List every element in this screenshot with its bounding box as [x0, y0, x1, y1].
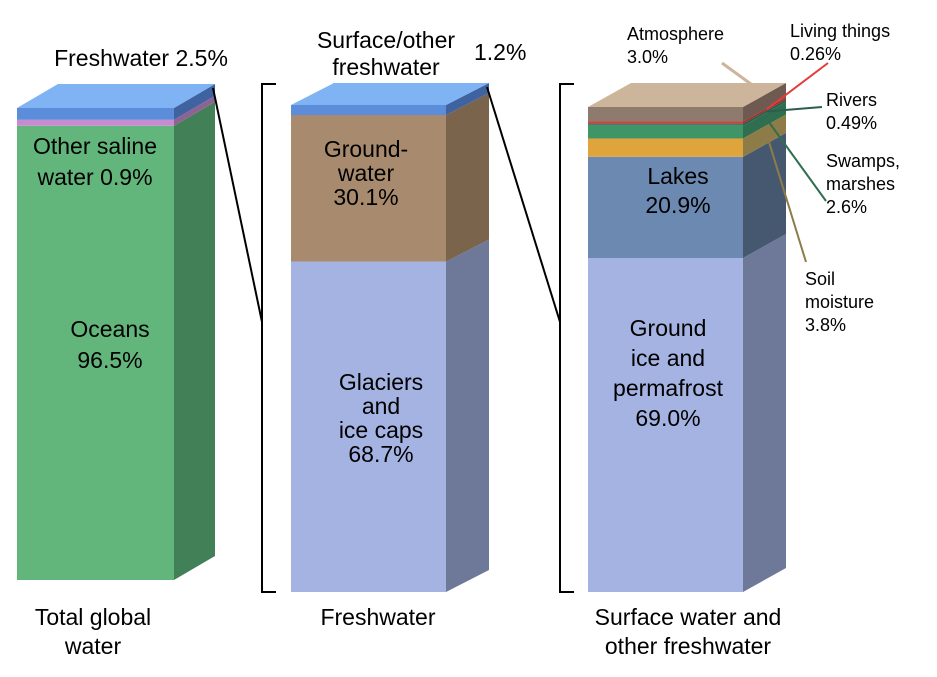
label-freshwater-groundwater: Ground-water 30.1% — [324, 136, 408, 210]
label-total-other-saline-water: Other saline water 0.9% — [33, 133, 157, 190]
label-surface-swamps-marshes: Swamps, marshes 2.6% — [826, 151, 900, 217]
column-total — [17, 84, 215, 580]
label-total-oceans: Oceans 96.5% — [70, 316, 149, 373]
column-surface — [588, 83, 786, 592]
connector-freshwater — [212, 87, 263, 323]
callout-rivers — [766, 106, 823, 113]
bar-front-surface-lakes — [588, 156, 743, 259]
bar-front-surface-living-things — [588, 121, 743, 124]
connectors-layer — [212, 61, 829, 593]
bar-top-surface — [588, 83, 786, 107]
bar-front-freshwater-glaciers-and-ice-caps — [291, 261, 446, 592]
bar-top-total — [17, 84, 215, 108]
label-surface-ground-ice-and-permafrost: Ground ice and permafrost 69.0% — [613, 315, 724, 431]
bar-front-surface-soil-moisture — [588, 138, 743, 157]
bar-front-total-oceans — [17, 125, 174, 580]
label-surface-lakes: Lakes 20.9% — [645, 163, 710, 218]
bar-side-freshwater-groundwater — [446, 93, 489, 262]
bar-side-surface-rivers — [743, 99, 786, 126]
bar-front-surface-rivers — [588, 123, 743, 126]
value-label-freshwater-surface-other-freshwater: 1.2% — [474, 39, 526, 65]
bar-side-surface-ground-ice-and-permafrost — [743, 234, 786, 592]
label-surface-rivers: Rivers 0.49% — [826, 90, 877, 133]
bar-front-surface-swamps-marshes — [588, 125, 743, 139]
bracket-freshwater — [261, 83, 276, 593]
callout-atmosphere — [721, 61, 756, 89]
bar-front-surface-atmosphere — [588, 107, 743, 122]
bar-front-total-freshwater — [17, 108, 174, 120]
callout-living-things — [766, 62, 829, 111]
label-surface-soil-moisture: Soil moisture 3.8% — [805, 269, 874, 335]
bar-side-surface-atmosphere — [743, 83, 786, 122]
bar-side-total-other-saline-water — [174, 95, 215, 126]
bar-front-total-other-saline-water — [17, 119, 174, 126]
bars-layer — [17, 83, 786, 592]
column-freshwater — [291, 83, 489, 592]
column-label-total: Total global water — [35, 604, 151, 659]
bar-side-freshwater-surface-other-freshwater — [446, 83, 489, 115]
column-label-freshwater: Freshwater — [320, 604, 435, 630]
label-surface-living-things: Living things 0.26% — [790, 21, 890, 64]
callout-soil-moisture — [765, 134, 807, 263]
label-total-freshwater: Freshwater 2.5% — [54, 45, 228, 71]
bar-side-surface-soil-moisture — [743, 114, 786, 157]
callout-swamps-marshes — [765, 118, 827, 202]
column-label-surface: Surface water and other freshwater — [595, 604, 782, 659]
label-surface-atmosphere: Atmosphere 3.0% — [627, 24, 724, 67]
bar-front-surface-ground-ice-and-permafrost — [588, 258, 743, 592]
bar-front-freshwater-surface-other-freshwater — [291, 105, 446, 115]
bar-side-freshwater-glaciers-and-ice-caps — [446, 239, 489, 592]
bar-side-total-oceans — [174, 101, 215, 580]
label-freshwater-surface-other-freshwater: Surface/other freshwater — [317, 27, 455, 80]
bar-front-freshwater-groundwater — [291, 115, 446, 262]
bracket-surface — [559, 83, 574, 593]
bar-side-total-freshwater — [174, 84, 215, 120]
labels-layer: Oceans 96.5% Other saline water 0.9% Freshwa… — [33, 21, 900, 659]
label-freshwater-glaciers-and-ice-caps: Glaciers and ice caps 68.7% — [339, 369, 423, 467]
bar-top-freshwater — [291, 83, 489, 105]
connector-surface — [486, 86, 561, 323]
